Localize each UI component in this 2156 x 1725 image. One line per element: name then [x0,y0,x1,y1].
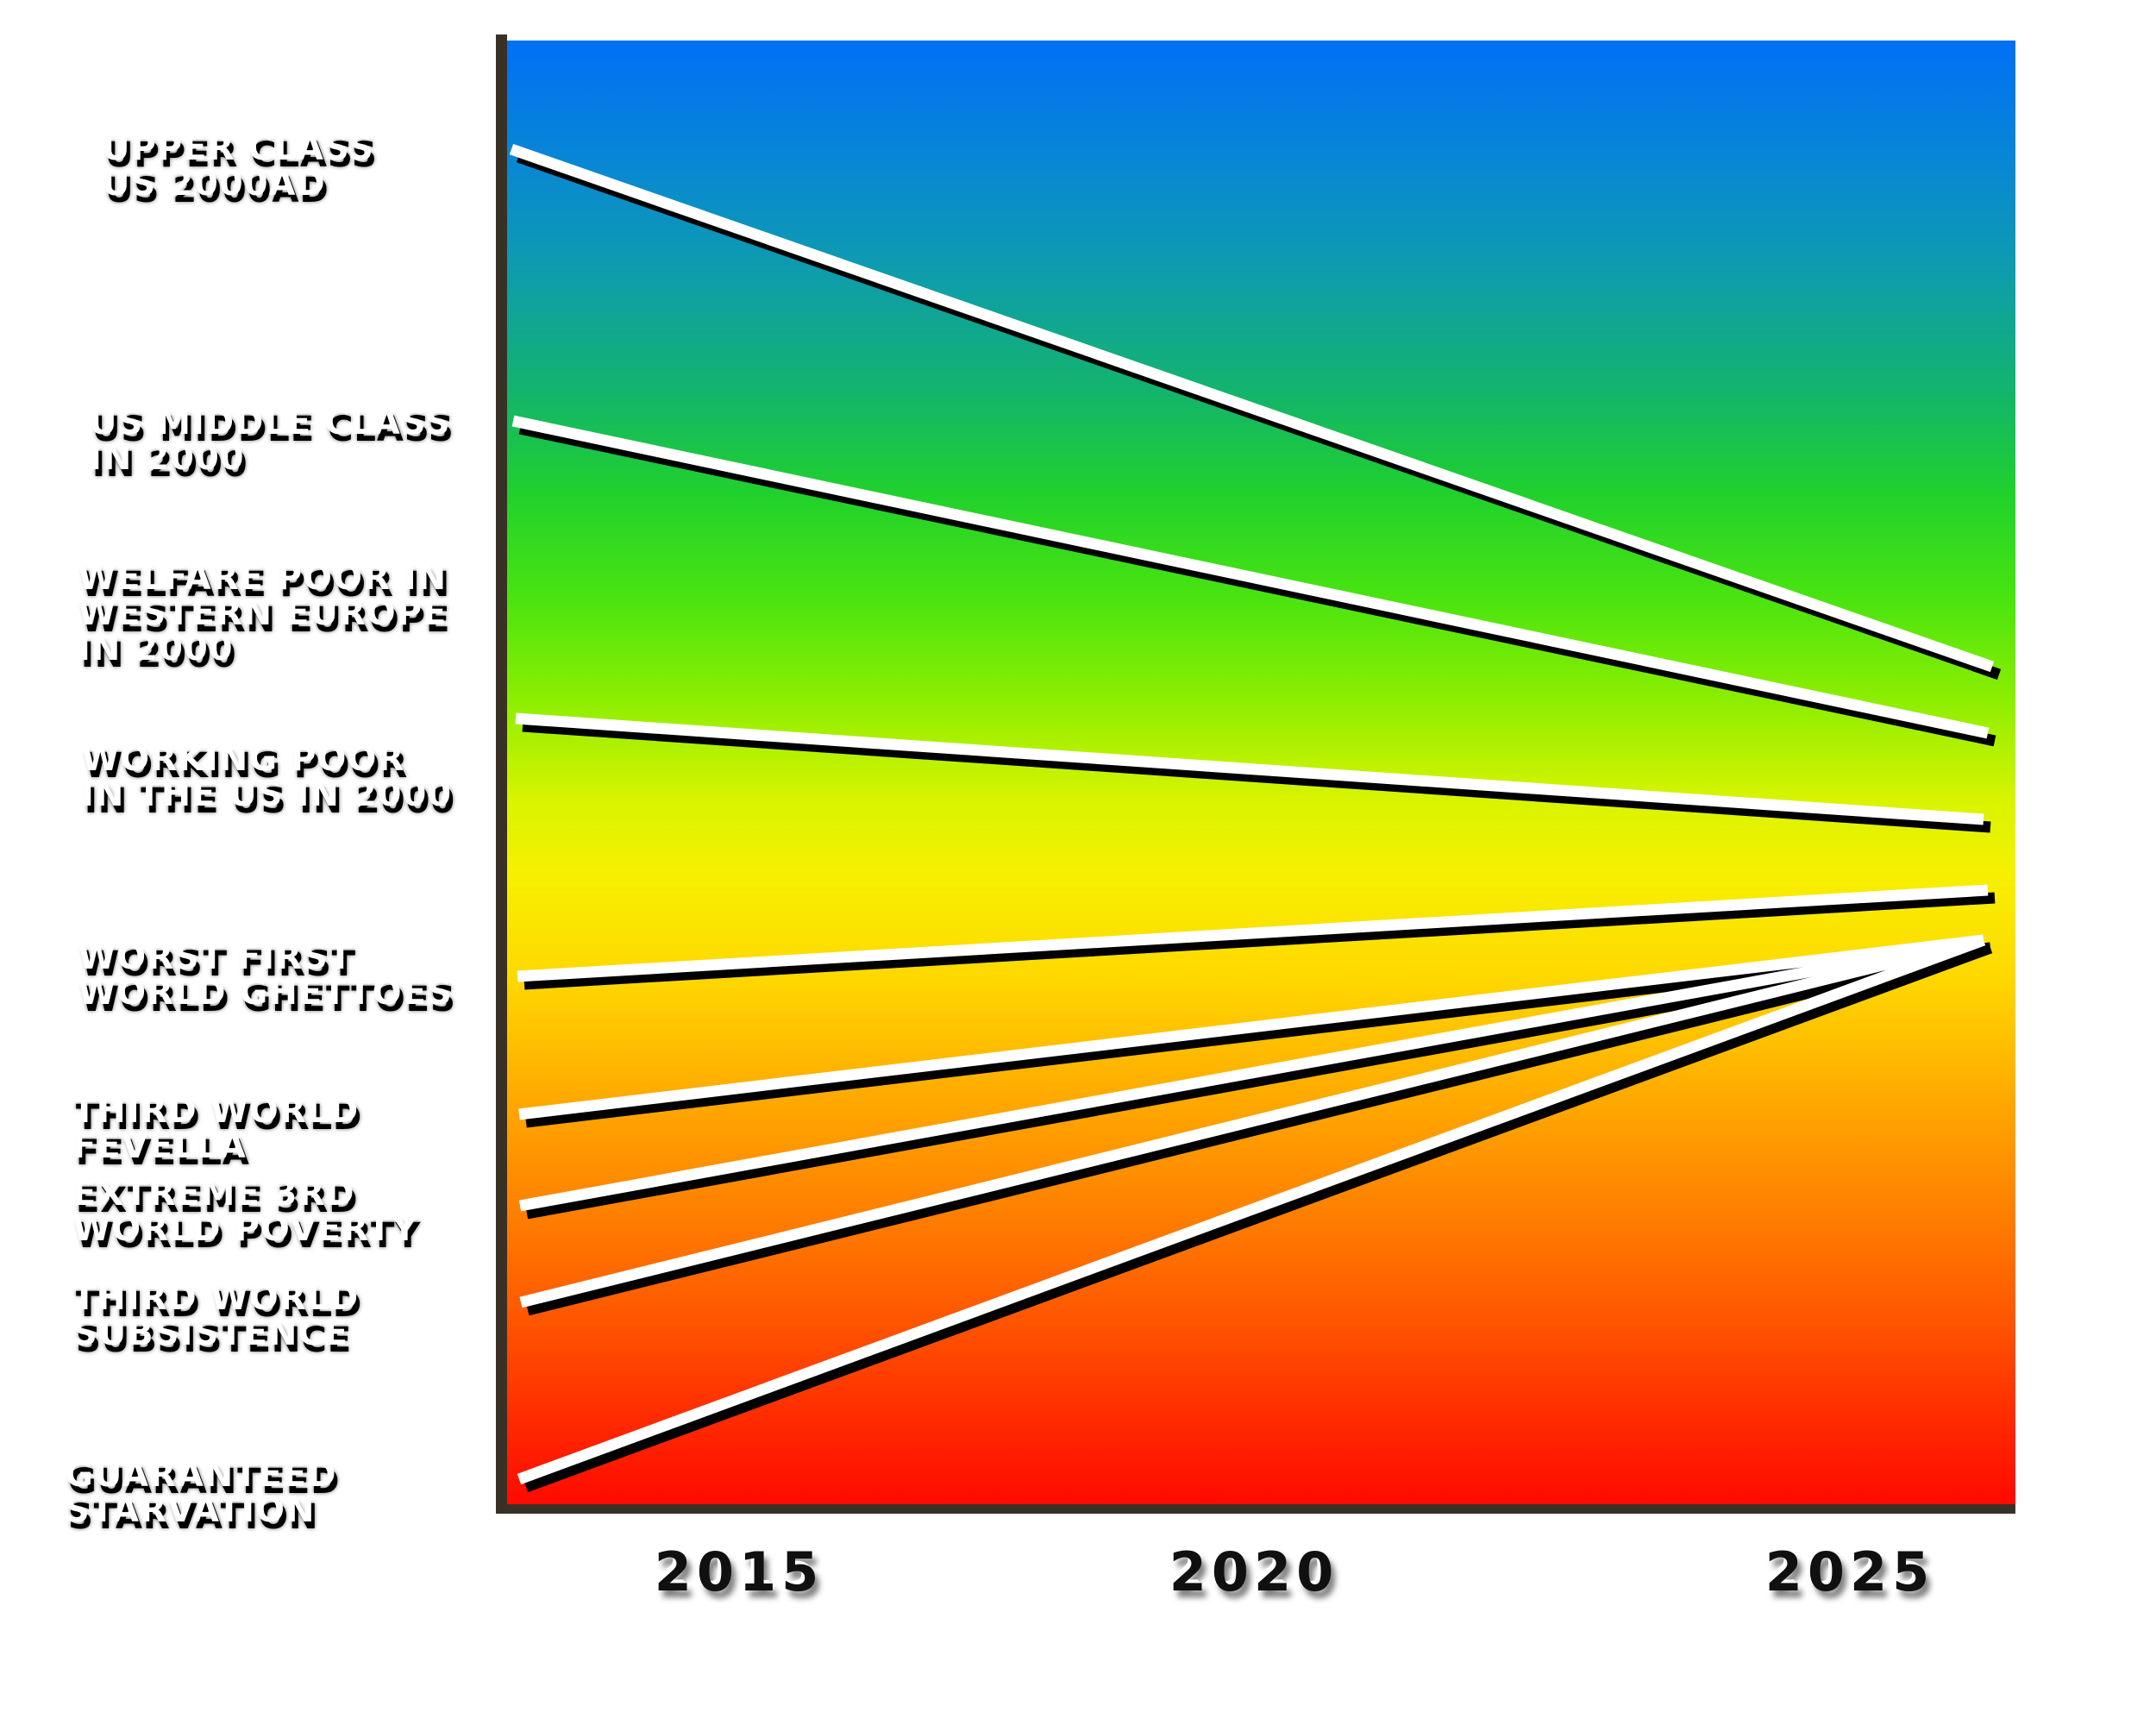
third-world-fevella-line [518,934,1984,1120]
category-label-subsistence: THIRD WORLD SUBSISTENCE [72,1278,360,1354]
welfare-working-poor-line-shadow [522,720,1991,833]
x-axis-border [496,1504,2015,1514]
third-world-fevella-line-shadow [525,942,1991,1128]
us-middle-class-line [511,415,1990,739]
x-tick-2020: 2020 [1169,1540,1339,1603]
category-label-welfare-poor: WELFARE POOR IN WESTERN EUROPE IN 2000 [78,558,448,669]
third-world-subsistence-line [519,934,1985,1308]
guaranteed-starvation-line-shadow [523,942,1993,1493]
guaranteed-starvation-line [517,934,1986,1485]
category-label-worst-ghettoes: WORST FIRST WORLD GHETTOES [78,938,453,1013]
us-middle-class-line-shadow [518,423,1996,747]
category-label-working-poor: WORKING POOR IN THE US IN 2000 [81,739,453,815]
welfare-working-poor-line [515,712,1984,825]
x-tick-2015: 2015 [654,1540,824,1603]
worst-first-world-ghettoes-line-shadow [523,892,1996,990]
y-axis-border [496,34,507,1514]
extreme-3rd-world-poverty-line-shadow [525,942,1992,1220]
extreme-3rd-world-poverty-line [518,934,1985,1212]
category-label-us-middle-class: US MIDDLE CLASS IN 2000 [89,403,451,479]
category-label-third-world-fevella: THIRD WORLD FEVELLA [72,1091,360,1167]
third-world-subsistence-line-shadow [526,942,1992,1316]
worst-first-world-ghettoes-line [517,884,1989,982]
category-label-extreme-poverty: EXTREME 3RD WORLD POVERTY [72,1174,418,1250]
upper-class-line [509,143,1995,673]
x-tick-2025: 2025 [1764,1540,1935,1603]
category-label-upper-class: UPPER CLASS US 2000AD [102,129,374,204]
category-label-starvation: GUARANTEED STARVATION [65,1455,337,1531]
